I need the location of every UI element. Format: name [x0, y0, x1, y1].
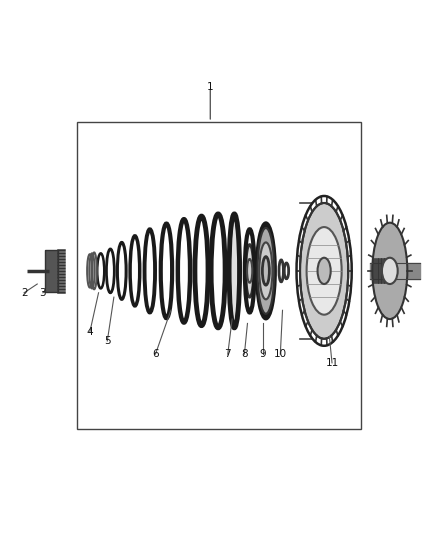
- Ellipse shape: [300, 203, 348, 339]
- Text: 3: 3: [39, 288, 46, 298]
- Ellipse shape: [382, 258, 398, 284]
- Text: 5: 5: [104, 336, 111, 346]
- Text: 4: 4: [86, 327, 93, 337]
- Ellipse shape: [372, 223, 407, 319]
- Text: 8: 8: [241, 349, 248, 359]
- Ellipse shape: [262, 257, 269, 285]
- Text: 11: 11: [325, 358, 339, 368]
- Ellipse shape: [256, 223, 276, 319]
- Text: 1: 1: [207, 82, 214, 92]
- Text: 7: 7: [224, 349, 231, 359]
- Bar: [77, 122, 361, 429]
- Ellipse shape: [230, 219, 239, 322]
- Text: 2: 2: [21, 288, 28, 298]
- Ellipse shape: [258, 228, 274, 314]
- Bar: [45, 250, 58, 292]
- Ellipse shape: [246, 245, 254, 297]
- Text: 10: 10: [274, 349, 287, 359]
- Ellipse shape: [259, 243, 272, 300]
- Ellipse shape: [247, 259, 252, 282]
- Ellipse shape: [318, 258, 331, 284]
- Ellipse shape: [307, 227, 342, 314]
- Text: 9: 9: [259, 349, 266, 359]
- Bar: [45, 250, 58, 292]
- Text: 6: 6: [152, 349, 159, 359]
